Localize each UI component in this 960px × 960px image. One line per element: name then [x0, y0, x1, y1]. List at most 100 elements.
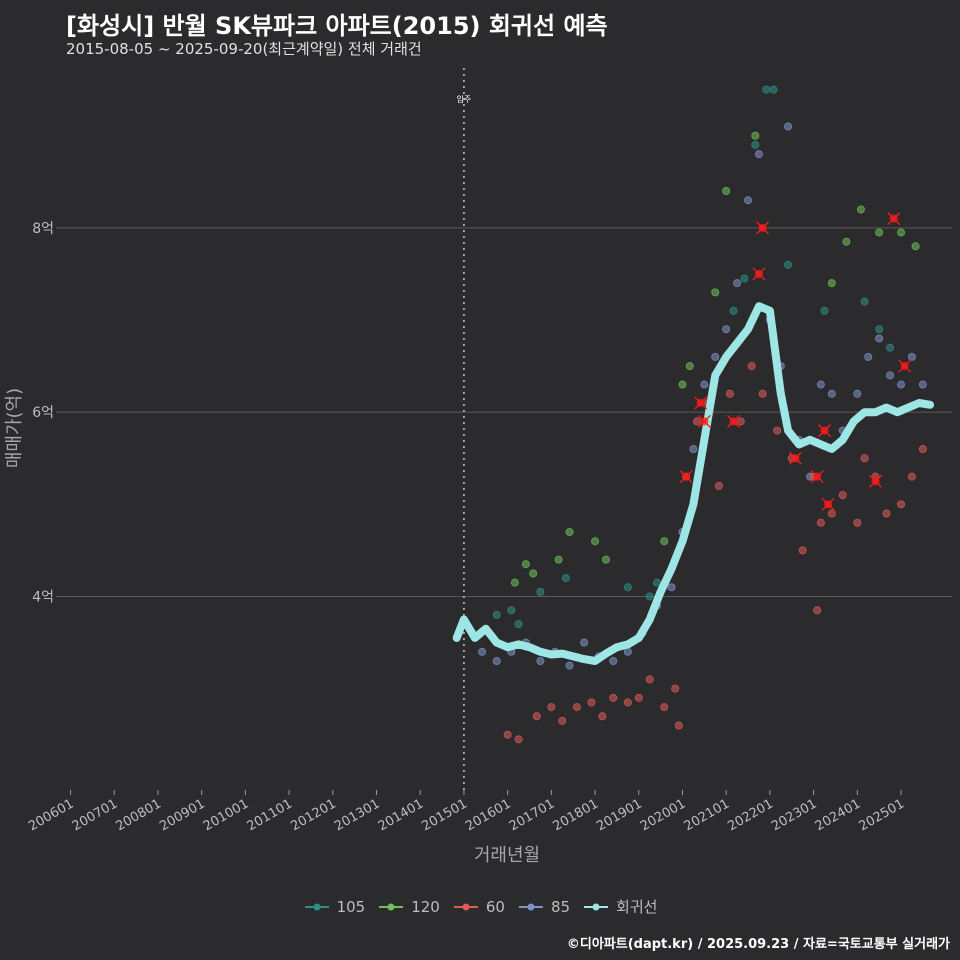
point-120 — [510, 578, 519, 587]
axis-layer: 4억 6억 8억 2006012007012008012009012010012011… — [26, 221, 907, 834]
highlighted-point — [694, 396, 708, 410]
x-axis-label: 거래년월 — [474, 845, 540, 866]
legend-key — [518, 903, 543, 910]
point-60 — [623, 698, 632, 707]
point-105 — [762, 85, 771, 94]
point-120 — [856, 205, 865, 214]
x-tick-label: 202101 — [682, 796, 732, 834]
legend-label: 105 — [336, 897, 366, 916]
point-60 — [747, 362, 756, 371]
point-60 — [853, 518, 862, 527]
point-85 — [864, 352, 873, 361]
x-tick-label: 202501 — [857, 796, 907, 834]
regression-line — [452, 302, 935, 665]
point-120 — [591, 537, 600, 546]
point-105 — [623, 583, 632, 592]
point-60 — [547, 703, 556, 712]
point-60 — [918, 445, 927, 454]
point-85 — [580, 638, 589, 647]
point-60 — [827, 509, 836, 518]
point-105 — [492, 610, 501, 619]
legend-key — [379, 903, 404, 910]
points-layer — [478, 85, 927, 744]
y-tick-label: 4억 — [32, 589, 54, 605]
point-105 — [645, 592, 654, 601]
point-85 — [744, 196, 753, 205]
point-85 — [565, 661, 574, 670]
point-120 — [722, 187, 731, 196]
point-105 — [507, 606, 516, 615]
highlighted-point — [788, 451, 802, 465]
x-tick-label: 201201 — [288, 796, 338, 834]
point-60 — [598, 712, 607, 721]
point-120 — [711, 288, 720, 297]
point-85 — [478, 647, 487, 656]
point-85 — [536, 656, 545, 665]
point-85 — [886, 371, 895, 380]
highlight-layer — [679, 212, 912, 511]
point-120 — [842, 237, 851, 246]
point-105 — [561, 574, 570, 583]
point-60 — [897, 500, 906, 509]
highlighted-point — [898, 359, 912, 373]
move-in-label: 입주 — [457, 95, 472, 104]
point-60 — [674, 721, 683, 730]
source-caption: ©디아파트(dapt.kr) / 2025.09.23 / 자료=국토교통부 실… — [566, 937, 950, 952]
legend-item-60: 60 — [452, 896, 505, 917]
point-85 — [623, 647, 632, 656]
point-120 — [529, 569, 538, 578]
point-85 — [918, 380, 927, 389]
y-axis-label: 매매가(억) — [4, 388, 25, 468]
chart-subtitle: 2015-08-05 ~ 2025-09-20(최근계약일) 전체 거래건 — [66, 40, 422, 58]
point-85 — [492, 656, 501, 665]
x-tick-label: 200801 — [113, 796, 163, 834]
x-tick-label: 202201 — [725, 796, 775, 834]
legend-item-85: 85 — [517, 896, 570, 917]
point-120 — [685, 362, 694, 371]
legend-key — [584, 903, 609, 910]
point-60 — [572, 703, 581, 712]
legend-item-105: 105 — [303, 896, 366, 917]
legend-label: 회귀선 — [616, 898, 658, 916]
point-120 — [827, 279, 836, 288]
highlighted-point — [818, 424, 831, 438]
point-105 — [740, 274, 749, 283]
point-120 — [521, 560, 530, 569]
point-85 — [722, 325, 731, 334]
x-tick-label: 200701 — [70, 796, 120, 834]
legend-key — [304, 903, 329, 910]
point-120 — [897, 228, 906, 237]
x-tick-label: 201901 — [594, 796, 644, 834]
point-85 — [754, 150, 763, 159]
x-tick-label: 201101 — [245, 796, 295, 834]
point-60 — [736, 417, 745, 426]
point-60 — [714, 481, 723, 490]
legend-key — [453, 903, 478, 910]
point-60 — [907, 472, 916, 481]
legend-item-120: 120 — [377, 896, 440, 917]
point-105 — [860, 297, 869, 306]
highlighted-point — [752, 267, 766, 281]
point-60 — [587, 698, 596, 707]
x-tick-label: 200901 — [157, 796, 207, 834]
point-60 — [514, 735, 523, 744]
point-60 — [882, 509, 891, 518]
x-tick-label: 201501 — [419, 796, 469, 834]
point-85 — [897, 380, 906, 389]
point-105 — [751, 140, 760, 149]
point-105 — [514, 620, 523, 629]
point-60 — [558, 716, 567, 725]
point-85 — [816, 380, 825, 389]
point-85 — [609, 656, 618, 665]
point-60 — [609, 693, 618, 702]
point-60 — [773, 426, 782, 435]
point-60 — [671, 684, 680, 693]
point-60 — [634, 693, 643, 702]
point-60 — [758, 389, 767, 398]
point-85 — [711, 352, 720, 361]
point-85 — [667, 583, 676, 592]
point-105 — [820, 306, 829, 315]
x-tick-label: 202301 — [769, 796, 819, 834]
legend-label: 120 — [411, 897, 440, 916]
legend-label: 85 — [550, 897, 571, 916]
